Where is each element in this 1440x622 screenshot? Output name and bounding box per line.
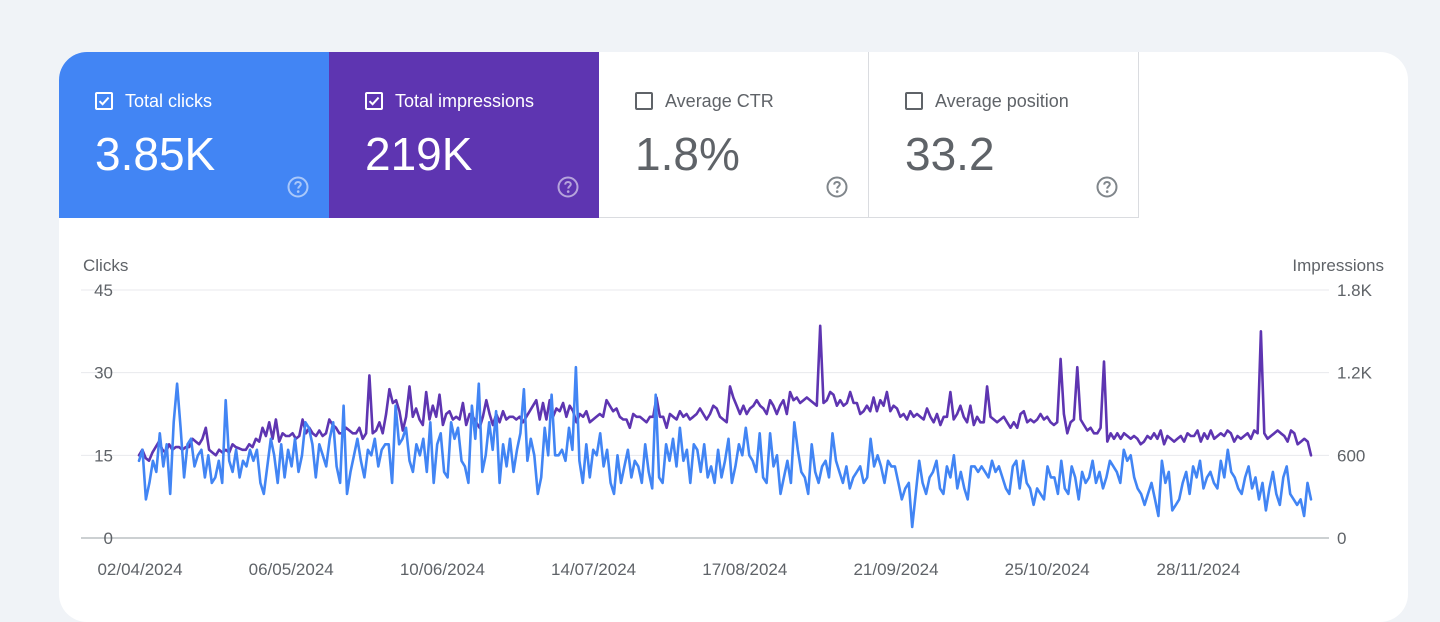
average-ctr-tile[interactable]: Average CTR 1.8% — [599, 52, 869, 218]
help-icon[interactable] — [1096, 176, 1118, 198]
series-lines — [137, 324, 1313, 529]
clicks-axis-title: Clicks — [83, 256, 128, 275]
left-tick-label: 0 — [104, 529, 113, 548]
total-impressions-label: Total impressions — [395, 91, 535, 111]
clicks-series-line — [137, 365, 1313, 529]
total-clicks-value: 3.85K — [95, 128, 216, 180]
right-tick-label: 1.8K — [1337, 281, 1373, 300]
left-tick-label: 45 — [94, 281, 113, 300]
average-ctr-header: Average CTR — [635, 90, 774, 112]
axis-ticks: 45 1.8K 30 1.2K 15 600 0 0 02/04/2024 06/05/2024 1… — [94, 281, 1373, 579]
x-tick-label: 06/05/2024 — [249, 560, 334, 579]
help-icon[interactable] — [557, 176, 579, 198]
total-impressions-header: Total impressions — [365, 90, 534, 112]
right-tick-label: 0 — [1337, 529, 1346, 548]
total-clicks-header: Total clicks — [95, 90, 212, 112]
left-tick-label: 30 — [94, 364, 113, 383]
help-icon[interactable] — [826, 176, 848, 198]
average-position-label: Average position — [935, 91, 1069, 111]
grid-lines — [81, 289, 1329, 539]
x-tick-label: 14/07/2024 — [551, 560, 636, 579]
total-impressions-value: 219K — [365, 128, 473, 180]
checkbox-empty-icon[interactable] — [905, 92, 923, 110]
x-tick-label: 10/06/2024 — [400, 560, 485, 579]
total-impressions-tile[interactable]: Total impressions 219K — [329, 52, 599, 218]
help-icon[interactable] — [287, 176, 309, 198]
average-position-header: Average position — [905, 90, 1069, 112]
right-tick-label: 1.2K — [1337, 364, 1373, 383]
metric-tiles: Total clicks 3.85K Total impressions 219… — [59, 52, 1139, 218]
performance-card: Total clicks 3.85K Total impressions 219… — [59, 52, 1408, 622]
impressions-series-line — [137, 324, 1313, 463]
total-clicks-tile[interactable]: Total clicks 3.85K — [59, 52, 329, 218]
average-position-value: 33.2 — [905, 128, 995, 180]
average-ctr-label: Average CTR — [665, 91, 774, 111]
x-tick-label: 21/09/2024 — [853, 560, 938, 579]
x-tick-label: 28/11/2024 — [1156, 560, 1240, 579]
chart-svg: 45 1.8K 30 1.2K 15 600 0 0 02/04/2024 06/05/2024 1… — [81, 256, 1384, 579]
impressions-axis-title: Impressions — [1292, 256, 1384, 275]
x-tick-label: 02/04/2024 — [97, 560, 182, 579]
checkbox-checked-icon[interactable] — [365, 92, 383, 110]
total-clicks-label: Total clicks — [125, 91, 213, 111]
left-tick-label: 15 — [94, 446, 113, 465]
checkbox-checked-icon[interactable] — [95, 92, 113, 110]
right-tick-label: 600 — [1337, 446, 1365, 465]
x-tick-label: 25/10/2024 — [1005, 560, 1090, 579]
average-position-tile[interactable]: Average position 33.2 — [869, 52, 1139, 218]
checkbox-empty-icon[interactable] — [635, 92, 653, 110]
average-ctr-value: 1.8% — [635, 128, 740, 180]
performance-chart: 45 1.8K 30 1.2K 15 600 0 0 02/04/2024 06/05/2024 1… — [59, 218, 1408, 622]
x-tick-label: 17/08/2024 — [702, 560, 787, 579]
